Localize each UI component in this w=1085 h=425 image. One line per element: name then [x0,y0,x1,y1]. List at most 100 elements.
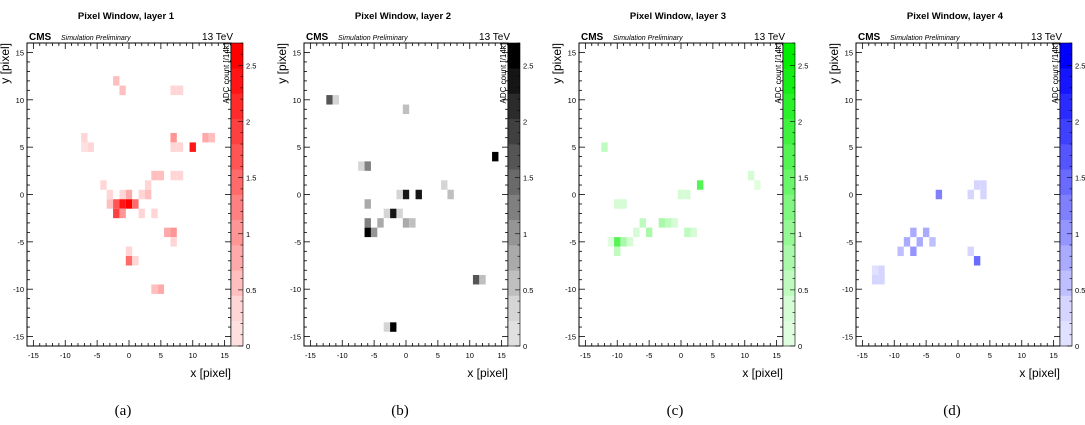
colorbar-band [231,320,243,347]
colorbar-band [508,144,520,170]
heatmap-cell [916,237,923,247]
heatmap-cell [973,180,981,190]
heatmap-cell [390,208,397,219]
colorbar-tick-label: 0.5 [246,286,256,295]
x-axis-label: x [pixel] [190,366,231,380]
x-tick-label: -5 [371,351,378,360]
y-tick-label: 0 [572,191,576,200]
heatmap-cell [81,142,88,152]
y-tick-label: 15 [293,48,301,57]
colorbar-band [1060,144,1072,170]
y-tick-label: -15 [565,333,576,342]
colorbar-band [783,144,795,170]
colorbar-band [508,43,520,69]
heatmap-cell [626,237,634,247]
colorbar-tick-label: 1.5 [246,174,256,183]
heatmap-cell [677,189,685,200]
heatmap-cell [189,142,196,152]
x-tick-label: -10 [337,351,348,360]
x-axis-label: x [pixel] [742,366,783,380]
heatmap-cell [170,170,177,181]
colorbar-band [231,219,243,246]
y-tick-label: 15 [16,48,24,57]
colorbar-tick-label: 1.5 [798,174,808,183]
heatmap-cell [383,322,391,332]
simulation-label: Simulation Preliminary [61,35,131,42]
colorbar-tick-label: 0.5 [1075,286,1085,295]
x-tick-label: 5 [436,351,440,360]
heatmap-cell [871,274,879,285]
heatmap-cell [151,284,158,294]
colorbar-tick-label: 2 [1075,118,1079,127]
colorbar-axis-label: ADC count [/14k] [1051,43,1060,103]
y-tick-label: 10 [845,96,853,105]
colorbar-band [231,118,243,145]
x-tick-label: 10 [189,351,197,360]
heatmap-cell [903,237,911,247]
y-tick-label: 5 [20,143,24,152]
colorbar-band [783,169,795,195]
heatmap-cell [620,237,627,247]
heatmap-cell [614,246,621,257]
colorbar-tick-label: 2.5 [523,61,533,70]
x-tick-label: 0 [679,351,683,360]
x-tick-label: 10 [1018,351,1026,360]
x-axis-label: x [pixel] [1019,366,1060,380]
y-tick-label: -5 [846,238,853,247]
colorbar-tick-label: 2.5 [1075,61,1085,70]
y-axis-label: y [pixel] [552,43,564,84]
heatmap-cell [409,218,416,228]
energy-label: 13 TeV [202,32,233,43]
experiment-label: CMS [306,32,329,43]
colorbar-band [231,68,243,94]
heatmap-cell [671,218,678,228]
colorbar-band [508,320,520,347]
heatmap-cell [447,189,454,200]
chart-title: Pixel Window, layer 4 [907,11,1004,22]
heatmap-cell [684,227,691,238]
heatmap-cell [364,161,371,171]
colorbar-band [783,43,795,69]
heatmap-cell [132,256,139,266]
y-tick-label: -10 [13,285,24,294]
heatmap-cell [620,199,627,209]
heatmap-cell [106,189,114,200]
colorbar-tick-label: 2.5 [798,61,808,70]
colorbar-band [508,245,520,271]
heatmap-cell [402,104,410,115]
heatmap-cell [479,274,486,285]
heatmap-cell [910,246,917,257]
colorbar-band [508,194,520,221]
heatmap-cell [176,85,184,96]
heatmap-cell [658,218,666,228]
colorbar-band [1060,43,1072,69]
heatmap-cell [415,189,422,200]
heatmap-chart: Pixel Window, layer 3-15 -10 -5 0 5 10 15-15-1… [552,11,808,419]
x-tick-label: 0 [127,351,131,360]
heatmap-cell [910,227,917,238]
heatmap-cell [138,208,145,219]
x-tick-label: -5 [923,351,930,360]
colorbar-band [1060,169,1072,195]
x-tick-label: -15 [28,351,39,360]
heatmap-cell [326,95,333,105]
x-tick-label: -10 [612,351,623,360]
heatmap-cell [747,170,755,181]
heatmap-cell [696,180,704,190]
colorbar-tick-label: 0 [523,342,527,351]
colorbar-tick-label: 2.5 [246,61,256,70]
heatmap-cell [441,180,448,190]
chart-panel-3: Pixel Window, layer 3 -15 -10 -5 0 5 10 15 -15 -1… [552,0,823,425]
colorbar-tick-label: 0 [246,342,250,351]
subfigure-caption: (c) [667,403,684,419]
heatmap-cell [390,322,397,332]
y-tick-label: 15 [568,48,576,57]
heatmap-cell [754,180,761,190]
colorbar-band [783,93,795,120]
heatmap-cell [157,170,165,181]
heatmap-cell [164,227,171,238]
colorbar-tick-label: 1 [523,230,527,239]
energy-label: 13 TeV [479,32,510,43]
colorbar [230,42,244,347]
colorbar-band [508,295,520,322]
